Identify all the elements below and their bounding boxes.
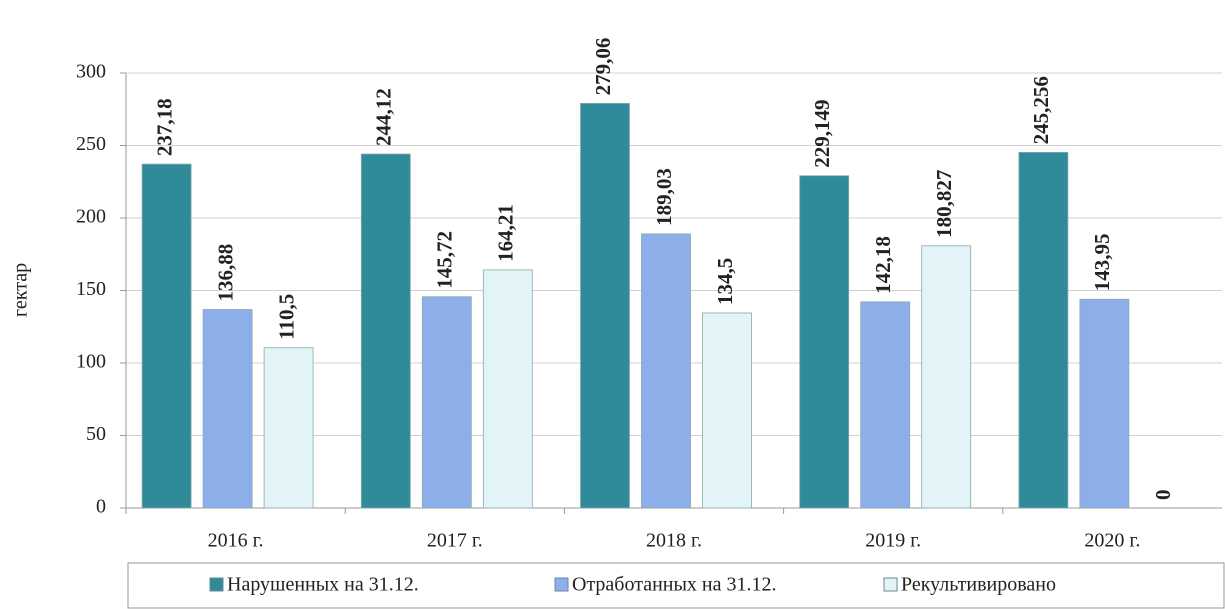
- value-label: 189,03: [652, 168, 676, 226]
- bar: [482, 269, 533, 509]
- y-tick-label: 0: [96, 496, 106, 518]
- legend-box: [127, 562, 1225, 609]
- x-tick-label: 2019 г.: [865, 530, 921, 552]
- legend-label: Рекультивировано: [901, 574, 1056, 596]
- value-label: 279,06: [591, 38, 615, 96]
- bar: [921, 245, 972, 509]
- x-tick-label: 2017 г.: [427, 530, 483, 552]
- y-axis-label: гектар: [10, 263, 32, 317]
- legend-swatch: [209, 577, 224, 592]
- x-tick-label: 2016 г.: [208, 530, 264, 552]
- value-label: 0: [1151, 490, 1175, 501]
- y-tick-label: 300: [76, 61, 106, 83]
- value-label: 237,18: [152, 98, 176, 156]
- legend-label: Нарушенных на 31.12.: [227, 574, 419, 596]
- x-tick-label: 2020 г.: [1084, 530, 1140, 552]
- bar: [702, 312, 752, 509]
- value-label: 180,827: [932, 170, 956, 238]
- x-tick-label: 2018 г.: [646, 530, 702, 552]
- y-tick-label: 250: [76, 133, 106, 155]
- value-label: 245,256: [1029, 76, 1053, 144]
- bar: [1018, 151, 1069, 509]
- bar: [202, 309, 253, 509]
- y-tick-label: 150: [76, 278, 106, 300]
- bar: [141, 163, 192, 509]
- bar: [580, 102, 630, 509]
- value-label: 145,72: [433, 231, 457, 289]
- bar: [641, 233, 691, 509]
- value-label: 136,88: [213, 244, 237, 302]
- value-label: 244,12: [372, 88, 396, 146]
- bar: [1079, 298, 1130, 509]
- bar: [263, 347, 314, 509]
- legend-label: Отработанных на 31.12.: [572, 574, 777, 596]
- y-tick-label: 200: [76, 206, 106, 228]
- bar: [799, 175, 850, 509]
- value-label: 110,5: [274, 294, 298, 340]
- bar: [421, 296, 472, 509]
- value-label: 143,95: [1090, 234, 1114, 292]
- value-label: 229,149: [810, 99, 834, 167]
- bar: [360, 153, 411, 509]
- y-tick-label: 100: [76, 351, 106, 373]
- bar: [860, 301, 911, 509]
- legend-swatch: [883, 577, 898, 592]
- value-label: 142,18: [871, 236, 895, 294]
- y-tick-label: 50: [86, 423, 106, 445]
- legend-swatch: [554, 577, 569, 592]
- value-label: 134,5: [713, 258, 737, 305]
- value-label: 164,21: [494, 204, 518, 262]
